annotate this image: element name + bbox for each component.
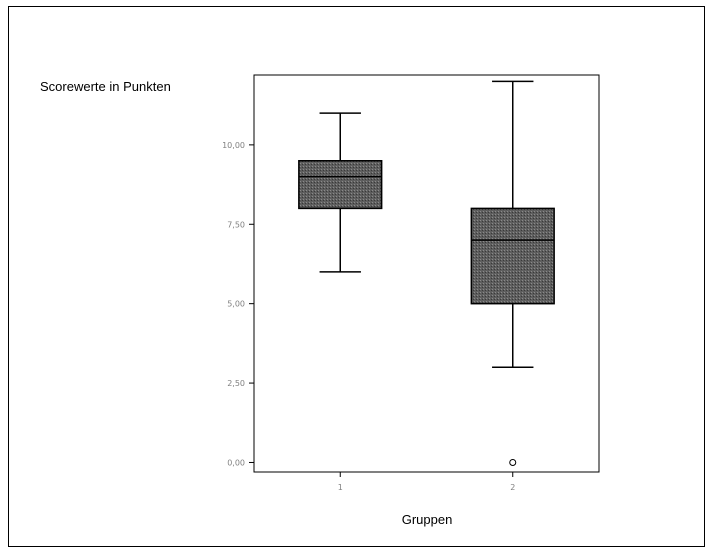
y-tick-label: 2,50	[227, 379, 245, 388]
box-series	[298, 80, 555, 466]
chart-figure: Scorewerte in Punkten Gruppen 0,00 2,50 5,…	[8, 6, 705, 547]
plot-area-frame	[253, 74, 600, 473]
y-axis-ticks: 0,00 2,50 5,00 7,50 10,00	[222, 141, 254, 467]
y-tick-label: 5,00	[227, 300, 245, 309]
boxplot-chart: Scorewerte in Punkten Gruppen 0,00 2,50 5,…	[40, 74, 600, 527]
box-group-2	[470, 80, 555, 466]
y-tick-label: 10,00	[222, 141, 245, 150]
outlier-point	[509, 458, 517, 466]
box-iqr	[298, 160, 383, 210]
y-axis-title: Scorewerte in Punkten	[40, 79, 171, 94]
box-iqr	[470, 207, 555, 305]
box-group-1	[298, 112, 383, 273]
x-tick-label: 2	[510, 483, 515, 492]
x-tick-label: 1	[338, 483, 343, 492]
y-tick-label: 7,50	[227, 220, 245, 229]
y-tick-label: 0,00	[227, 458, 245, 467]
x-axis-title: Gruppen	[402, 512, 453, 527]
